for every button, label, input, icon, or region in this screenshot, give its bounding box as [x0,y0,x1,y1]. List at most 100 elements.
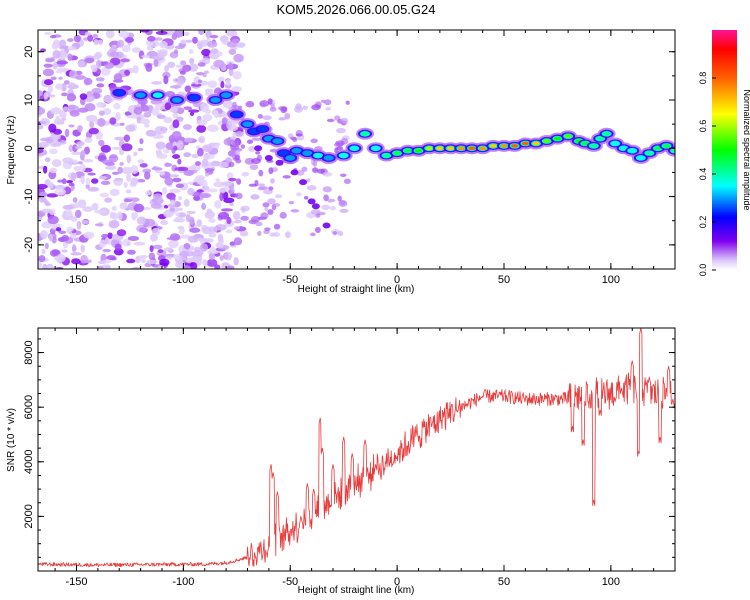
noise-blob [219,35,229,43]
noise-blob [236,42,246,48]
noise-blob [228,161,235,168]
noise-blob [98,265,104,269]
noise-blob [199,243,209,252]
colorbar-tick-label: 0.8 [698,72,708,85]
ridge-core [325,156,333,160]
spectrogram-frame [37,29,676,270]
noise-blob [116,211,123,220]
noise-blob [207,226,218,233]
noise-blob [126,154,132,164]
noise-blob [73,34,81,43]
noise-blob [162,148,170,154]
noise-blob [87,187,100,192]
ridge-core [532,141,540,146]
noise-blob [95,77,105,82]
noise-blob [230,186,235,193]
noise-blob [50,76,57,81]
noise-blob [198,30,205,36]
noise-blob [195,178,205,185]
ridge-core [137,93,145,97]
noise-blob [157,249,164,254]
noise-blob [80,175,85,185]
noise-blob [125,37,134,43]
ridge-core [603,132,611,136]
noise-blob [235,131,244,137]
x-tick-label: -50 [282,274,298,286]
noise-blob [210,48,219,55]
noise-blob [226,216,232,225]
noise-blob [159,40,168,49]
noise-blob [151,227,161,236]
noise-blob [322,186,332,193]
noise-blob [41,248,46,255]
noise-blob [279,211,287,219]
noise-blob [189,262,198,269]
noise-blob [264,227,271,231]
colorbar-tick-label: 0.6 [698,120,708,133]
noise-blob [169,188,182,193]
noise-blob [106,49,117,58]
noise-blob [164,102,172,111]
noise-blob [61,249,68,253]
noise-blob [64,209,73,217]
noise-blob [97,117,106,127]
noise-blob [176,140,184,150]
noise-blob [213,181,226,188]
noise-blob [82,206,93,213]
noise-blob [127,249,136,255]
noise-blob [74,145,83,149]
ridge-core [115,90,123,95]
noise-blob [221,117,228,125]
noise-blob [46,94,56,98]
noise-blob [323,194,329,202]
noise-blob [107,232,113,239]
noise-blob [41,208,53,214]
noise-blob [175,64,185,68]
noise-blob [339,200,346,205]
noise-blob [196,257,202,267]
x-tick-label: 100 [602,576,620,588]
noise-blob [218,76,225,83]
noise-blob [225,229,233,234]
noise-blob [111,146,122,150]
noise-blob [50,107,62,115]
ridge-core [645,151,653,155]
noise-blob [49,148,58,155]
noise-blob [240,215,249,221]
noise-blob [96,101,105,108]
noise-blob [278,117,286,121]
noise-blob [109,117,117,125]
noise-blob [105,30,115,39]
noise-blob [226,265,235,269]
ridge-core [233,112,241,117]
noise-blob [203,70,210,75]
noise-blob [329,205,337,211]
noise-blob [140,30,150,33]
noise-blob [200,103,209,113]
noise-blob [68,144,74,152]
noise-blob [117,166,123,174]
noise-blob [44,242,49,250]
x-tick-label: 0 [394,576,400,588]
noise-blob [144,171,151,180]
noise-blob [189,227,201,233]
noise-blob [305,178,311,183]
noise-blob [159,258,170,267]
noise-blob [233,53,244,63]
noise-blob [226,172,234,179]
noise-blob [223,99,233,109]
noise-blob [196,124,207,133]
noise-blob [68,82,76,90]
noise-blob [218,211,230,220]
noise-blob [130,197,140,203]
noise-blob [40,48,47,53]
noise-blob [119,161,124,166]
noise-blob [49,167,58,174]
noise-blob [141,54,150,59]
noise-blob [209,34,219,39]
noise-blob [39,191,48,198]
noise-blob [183,264,191,269]
ridge-core [425,146,433,151]
noise-blob [311,104,321,111]
snr-frame [37,327,676,572]
